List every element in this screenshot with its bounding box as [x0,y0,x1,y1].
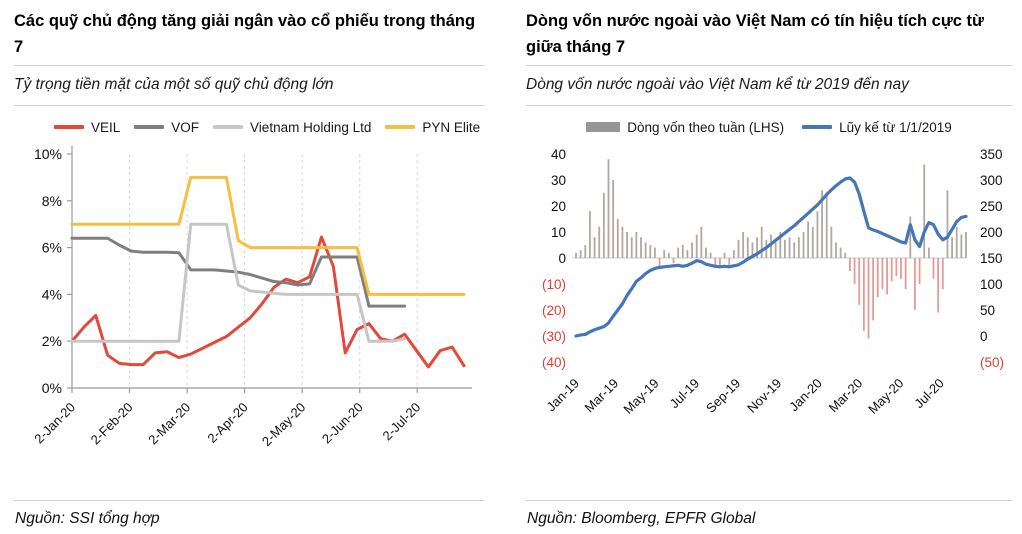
svg-text:Sep-19: Sep-19 [703,376,743,416]
svg-text:May-19: May-19 [620,376,661,417]
legend-item-vof: VOF [134,120,199,135]
svg-text:Jan-20: Jan-20 [786,376,825,415]
foreign-flows-legend: Dòng vốn theo tuần (LHS) Lũy kế từ 1/1/20… [526,114,1012,140]
foreign-flows-combo-chart: 403020100(10)(20)(30)(40)350300250200150… [542,147,1004,417]
legend-item-vietnam-holding-ltd: Vietnam Holding Ltd [213,120,371,135]
legend-item-d-ng-v-n-theo-tu-n-lhs: Dòng vốn theo tuần (LHS) [586,120,784,135]
svg-text:(10): (10) [542,277,566,292]
series-vietnam-holding-ltd [70,222,407,343]
svg-text:Nov-19: Nov-19 [744,376,784,416]
legend-bar-swatch [586,122,621,132]
svg-text:300: 300 [980,173,1003,188]
legend-line-swatch [213,125,244,129]
legend-label: Vietnam Holding Ltd [250,119,372,135]
svg-text:2-Jan-20: 2-Jan-20 [31,400,78,447]
cumulative-flow-line [574,176,968,338]
svg-text:Jan-19: Jan-19 [543,376,582,415]
svg-text:(30): (30) [542,329,566,344]
series-veil [70,235,466,369]
foreign-flows-chart-area: Dòng vốn theo tuần (LHS) Lũy kế từ 1/1/20… [526,106,1012,500]
cash-ratio-line-chart: 0% 2% 4% 6% 8% 10% 2-Jan-20 2-Feb-20 2-Mar-20 2-A… [31,146,472,449]
legend-label: Lũy kế từ 1/1/2019 [839,119,952,135]
y-axis-labels: 0% 2% 4% 6% 8% 10% [34,146,62,396]
left-panel-title: Các quỹ chủ động tăng giải ngân vào cổ p… [14,6,484,66]
right-panel-subtitle: Dòng vốn nước ngoài vào Việt Nam kể từ 2… [526,66,1012,106]
svg-text:2-Jun-20: 2-Jun-20 [319,400,366,447]
legend-item-pyn-elite: PYN Elite [385,120,480,135]
svg-text:Jul-20: Jul-20 [911,376,947,412]
svg-text:4%: 4% [42,286,62,302]
svg-text:350: 350 [980,147,1003,162]
svg-text:40: 40 [551,147,566,162]
svg-text:Mar-19: Mar-19 [582,376,622,416]
svg-text:200: 200 [980,225,1003,240]
legend-line-swatch [54,125,84,129]
series-vof [70,236,407,308]
svg-text:250: 250 [980,199,1003,214]
svg-text:2-Apr-20: 2-Apr-20 [204,400,250,446]
svg-text:0%: 0% [42,380,62,396]
svg-text:May-20: May-20 [865,376,906,417]
svg-text:2-May-20: 2-May-20 [259,400,308,449]
svg-text:150: 150 [980,251,1003,266]
left-panel-subtitle: Tỷ trọng tiền mặt của một số quỹ chủ độn… [14,66,484,106]
svg-text:(50): (50) [980,355,1004,370]
svg-text:(40): (40) [542,355,566,370]
series-pyn-elite [70,175,466,296]
legend-label: Dòng vốn theo tuần (LHS) [627,119,785,135]
right-source-note: Nguồn: Bloomberg, EPFR Global [526,500,1012,528]
legend-line-swatch [802,125,833,129]
legend-item-veil: VEIL [54,120,120,135]
svg-text:Mar-20: Mar-20 [826,376,866,416]
legend-label: VEIL [91,119,121,135]
foreign-flows-panel: Dòng vốn nước ngoài vào Việt Nam có tín … [526,6,1012,528]
fund-cash-panel: Các quỹ chủ động tăng giải ngân vào cổ p… [14,6,484,528]
svg-text:30: 30 [551,173,566,188]
svg-text:2%: 2% [42,333,62,349]
cash-ratio-chart-area: VEIL VOF Vietnam Holding Ltd PYN Elite 0% 2%… [14,106,484,500]
svg-text:20: 20 [551,199,566,214]
legend-label: PYN Elite [422,119,481,135]
svg-text:2-Mar-20: 2-Mar-20 [145,400,193,448]
svg-text:50: 50 [980,303,995,318]
x-axis-labels: 2-Jan-20 2-Feb-20 2-Mar-20 2-Apr-20 2-May-20… [31,400,423,449]
svg-text:6%: 6% [42,240,62,256]
svg-text:8%: 8% [42,193,62,209]
cash-ratio-legend: VEIL VOF Vietnam Holding Ltd PYN Elite [14,114,484,140]
legend-label: VOF [171,119,200,135]
legend-item-l-y-k-t-1-1-2019: Lũy kế từ 1/1/2019 [802,120,952,135]
legend-line-swatch [385,125,416,129]
svg-text:10: 10 [551,225,566,240]
axes [67,146,472,393]
right-panel-title: Dòng vốn nước ngoài vào Việt Nam có tín … [526,6,1012,66]
svg-text:2-Feb-20: 2-Feb-20 [88,400,136,448]
svg-text:0: 0 [980,329,988,344]
right-axis-labels: 350 300 250 200 150 100 50 0 (50) [980,147,1004,370]
weekly-flow-bars [575,159,967,339]
svg-text:10%: 10% [34,146,62,162]
legend-line-swatch [134,125,165,129]
left-source-note: Nguồn: SSI tổng hợp [14,500,484,528]
left-axis-labels: 40 30 20 10 0 (10) (20) (30) (40) [542,147,566,370]
svg-text:100: 100 [980,277,1003,292]
svg-text:Jul-19: Jul-19 [667,376,703,412]
svg-text:2-Jul-20: 2-Jul-20 [380,400,424,444]
svg-text:(20): (20) [542,303,566,318]
svg-text:0: 0 [558,251,566,266]
x-axis-labels: Jan-19 Mar-19 May-19 Jul-19 Sep-19 Nov-19 Jan-… [543,376,947,417]
